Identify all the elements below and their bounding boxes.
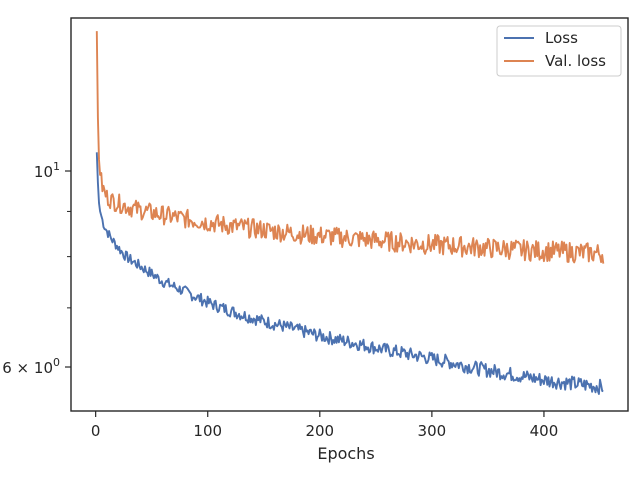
series-line-val-loss <box>95 31 605 264</box>
x-tick-label: 200 <box>305 422 334 440</box>
plot-frame <box>70 17 629 412</box>
y-axis-ticks: 6 × 100 101 <box>2 160 71 377</box>
x-tick-label: 300 <box>418 422 447 440</box>
series-layer <box>95 31 605 395</box>
x-tick-label: 0 <box>91 422 101 440</box>
x-tick-label: 100 <box>193 422 222 440</box>
legend: Loss Val. loss <box>496 25 622 77</box>
y-tick-label: 101 <box>34 160 60 181</box>
x-axis-label: Epochs <box>317 444 374 463</box>
legend-label-val-loss: Val. loss <box>545 52 606 70</box>
series-line-loss <box>95 152 604 395</box>
legend-label-loss: Loss <box>545 29 578 47</box>
plot-area <box>95 31 605 395</box>
y-tick-label: 6 × 100 <box>2 356 60 377</box>
x-tick-label: 400 <box>530 422 559 440</box>
x-axis-ticks: 0 100 200 300 400 <box>91 411 558 440</box>
